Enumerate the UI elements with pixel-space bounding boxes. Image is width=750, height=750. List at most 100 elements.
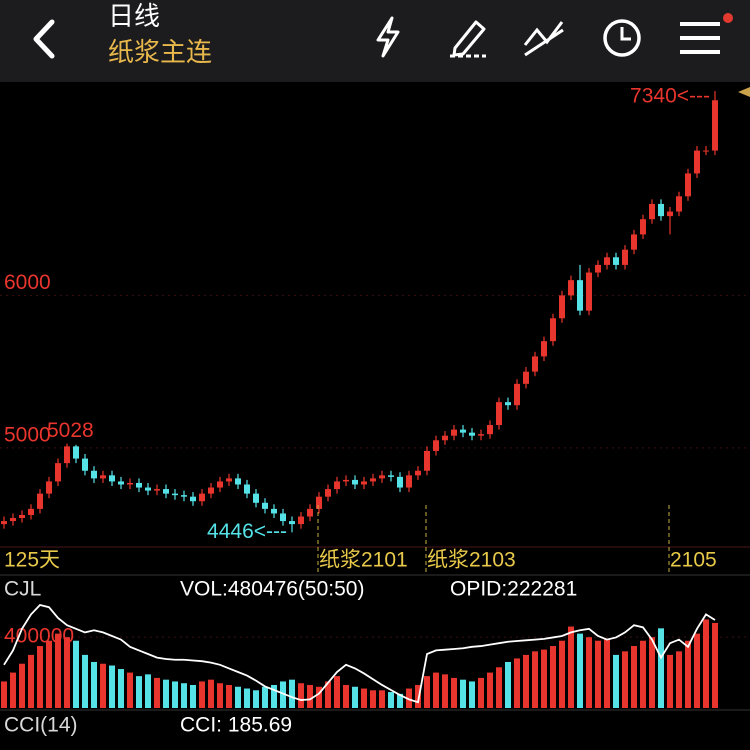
indicator-button[interactable]: [523, 21, 564, 57]
candle-body: [676, 196, 682, 212]
candle-body: [604, 257, 610, 265]
volume-bar: [145, 674, 151, 708]
lightning-icon: [376, 16, 400, 58]
candle-body: [442, 435, 448, 441]
candle-body: [694, 150, 700, 174]
volume-bar: [406, 688, 412, 708]
volume-bar: [262, 686, 268, 708]
candle-body: [703, 150, 709, 152]
legend-text: OPID:222281: [450, 578, 577, 601]
volume-bar: [127, 672, 133, 708]
volume-bar: [307, 684, 313, 708]
y-tick-label: 5000: [4, 423, 51, 446]
draw-button[interactable]: [450, 20, 486, 58]
volume-bar: [235, 686, 241, 708]
volume-bar: [190, 684, 196, 708]
candle-body: [667, 211, 673, 217]
contract-label: 纸浆2103: [427, 549, 516, 572]
candle-body: [631, 234, 637, 250]
back-button[interactable]: [33, 19, 55, 59]
menu-button[interactable]: [680, 13, 733, 54]
lightning-button[interactable]: [376, 16, 400, 58]
volume-bar: [244, 688, 250, 708]
legend-text: VOL:480476(50:50): [180, 578, 364, 601]
volume-bar: [676, 651, 682, 708]
indicator-icon-line: [524, 28, 564, 57]
candle-body: [46, 481, 52, 494]
candle-body: [217, 481, 223, 488]
clock-hands: [620, 27, 631, 41]
volume-bar: [586, 637, 592, 708]
candle-body: [451, 429, 457, 436]
candle-body: [415, 470, 421, 476]
candle-body: [685, 173, 691, 197]
price-annotation: 7340<---: [630, 85, 710, 108]
candle-body: [541, 341, 547, 357]
volume-bar: [325, 681, 331, 708]
pen-icon: [452, 20, 486, 57]
candle-body: [244, 484, 250, 494]
volume-bar: [379, 690, 385, 708]
volume-bar: [163, 679, 169, 708]
volume-bar: [73, 640, 79, 708]
candle-body: [10, 518, 16, 522]
volume-bar: [226, 684, 232, 708]
period-label: 125天: [4, 549, 60, 572]
volume-bar: [541, 649, 547, 708]
candle-body: [424, 450, 430, 471]
candle-body: [253, 493, 259, 503]
volume-bar: [424, 676, 430, 708]
candle-body: [64, 446, 70, 464]
volume-bar: [46, 640, 52, 708]
back-icon: [33, 19, 55, 59]
candle-body: [82, 458, 88, 471]
candle-body: [172, 493, 178, 496]
volume-bar: [568, 626, 574, 708]
volume-bar: [397, 693, 403, 708]
clock-icon: [603, 19, 641, 57]
y-tick-label: 400000: [4, 625, 74, 648]
candle-body: [514, 383, 520, 406]
candle-body: [298, 516, 304, 525]
volume-bar: [613, 654, 619, 708]
volume-bar: [532, 651, 538, 708]
volume-bar: [316, 686, 322, 708]
volume-bar: [523, 654, 529, 708]
candle-body: [478, 434, 484, 436]
volume-bar: [703, 619, 709, 708]
candle-body: [289, 521, 295, 525]
history-button[interactable]: [603, 19, 641, 57]
instrument-name[interactable]: 纸浆主连: [108, 37, 212, 67]
volume-bar: [334, 676, 340, 708]
volume-bar: [505, 661, 511, 708]
volume-bar: [631, 646, 637, 708]
volume-bar: [469, 681, 475, 708]
candle-body: [91, 470, 97, 479]
volume-bar: [658, 628, 664, 708]
candle-body: [28, 508, 34, 515]
candle-body: [523, 371, 529, 384]
notification-dot: [723, 13, 733, 23]
volume-bar: [595, 640, 601, 708]
volume-bar: [1, 681, 7, 708]
volume-bar: [496, 667, 502, 708]
candle-body: [487, 425, 493, 435]
candle-body: [388, 475, 394, 477]
candle-body: [37, 493, 43, 509]
candle-body: [712, 100, 718, 151]
candle-body: [307, 508, 313, 517]
candle-body: [532, 356, 538, 372]
candle-body: [460, 429, 466, 433]
panel-title: CJL: [4, 578, 41, 601]
candle-body: [577, 280, 583, 311]
volume-bar: [208, 679, 214, 708]
volume-bar: [19, 663, 25, 708]
contract-label: 纸浆2101: [319, 549, 408, 572]
volume-bar: [550, 646, 556, 708]
candle-body: [316, 496, 322, 509]
volume-bar: [298, 683, 304, 708]
volume-bar: [91, 661, 97, 708]
volume-bar: [712, 622, 718, 708]
volume-bar: [415, 684, 421, 708]
